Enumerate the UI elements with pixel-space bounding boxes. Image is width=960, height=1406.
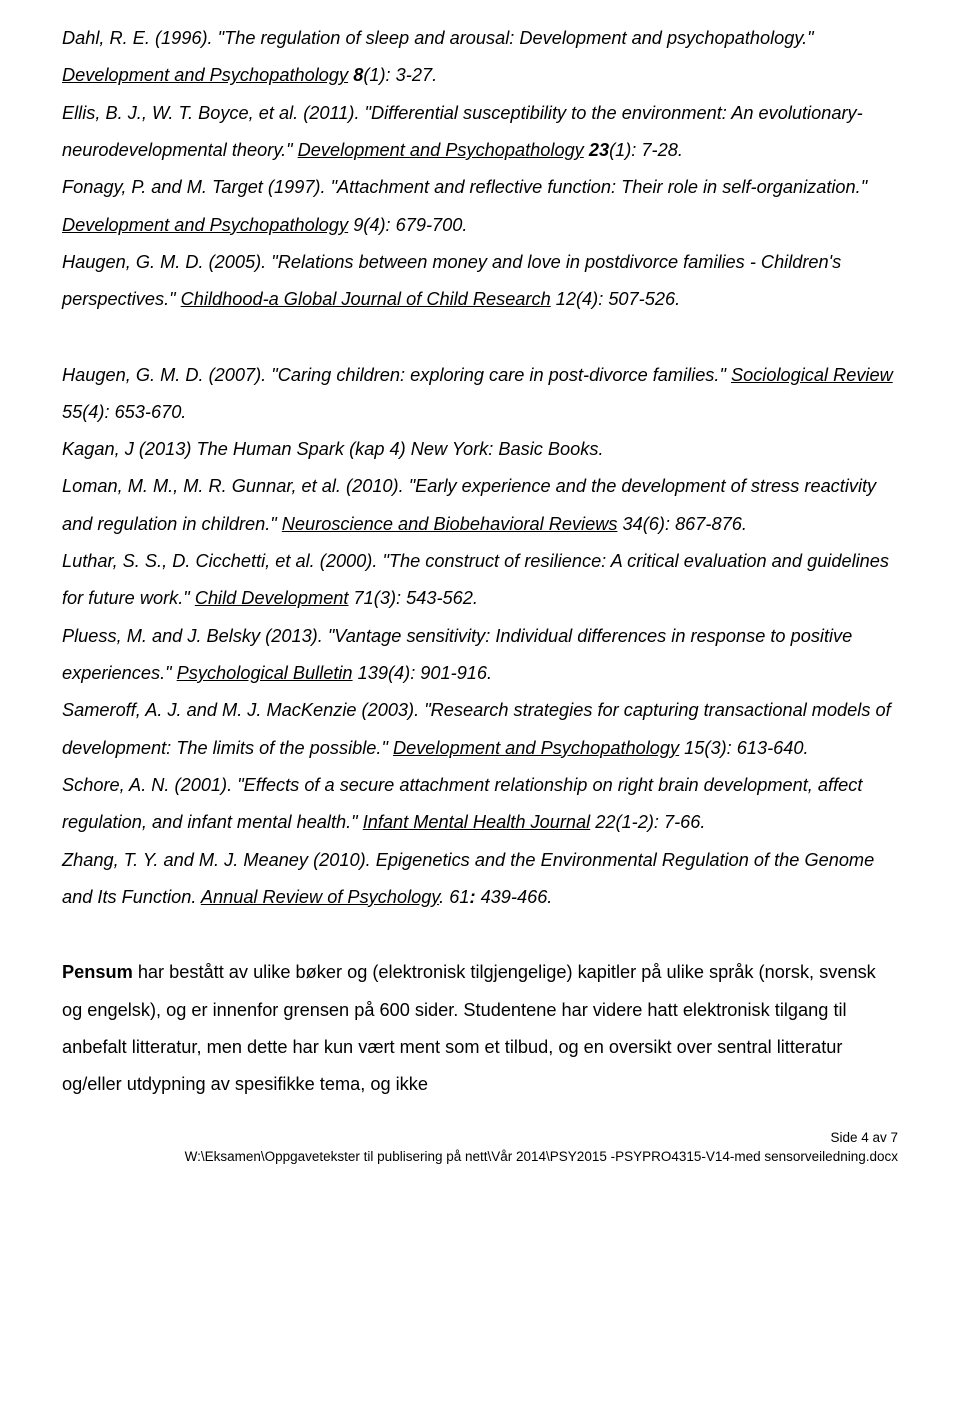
reference-entry: Pluess, M. and J. Belsky (2013). "Vantag… (62, 618, 898, 693)
volume-number: 8 (353, 65, 363, 85)
reference-entry: Haugen, G. M. D. (2005). "Relations betw… (62, 244, 898, 319)
journal-title: Infant Mental Health Journal (363, 812, 590, 832)
journal-title: Development and Psychopathology (62, 215, 348, 235)
reference-entry: Schore, A. N. (2001). "Effects of a secu… (62, 767, 898, 842)
reference-entry: Kagan, J (2013) The Human Spark (kap 4) … (62, 431, 898, 468)
journal-title: Childhood-a Global Journal of Child Rese… (181, 289, 551, 309)
reference-entry: Zhang, T. Y. and M. J. Meaney (2010). Ep… (62, 842, 898, 917)
pensum-paragraph: Pensum har bestått av ulike bøker og (el… (62, 954, 898, 1103)
reference-entry: Luthar, S. S., D. Cicchetti, et al. (200… (62, 543, 898, 618)
reference-entry: Fonagy, P. and M. Target (1997). "Attach… (62, 169, 898, 244)
document-body: Dahl, R. E. (1996). "The regulation of s… (62, 20, 898, 1166)
page-number: Side 4 av 7 (62, 1129, 898, 1147)
reference-entry: Haugen, G. M. D. (2007). "Caring childre… (62, 357, 898, 432)
reference-entry: Loman, M. M., M. R. Gunnar, et al. (2010… (62, 468, 898, 543)
journal-title: Sociological Review (731, 365, 893, 385)
page-footer: Side 4 av 7W:\Eksamen\Oppgavetekster til… (62, 1129, 898, 1165)
separator-bold: : (469, 887, 480, 907)
volume-number: 23 (589, 140, 609, 160)
journal-title: Neuroscience and Biobehavioral Reviews (282, 514, 618, 534)
journal-title: Psychological Bulletin (177, 663, 353, 683)
journal-title: Child Development (195, 588, 349, 608)
journal-title: Annual Review of Psychology (201, 887, 439, 907)
file-path: W:\Eksamen\Oppgavetekster til publiserin… (62, 1148, 898, 1166)
reference-entry: Dahl, R. E. (1996). "The regulation of s… (62, 20, 898, 95)
journal-title: Development and Psychopathology (393, 738, 679, 758)
reference-entry: Sameroff, A. J. and M. J. MacKenzie (200… (62, 692, 898, 767)
journal-title: Development and Psychopathology (298, 140, 584, 160)
journal-title: Development and Psychopathology (62, 65, 348, 85)
pensum-label: Pensum (62, 962, 133, 982)
reference-entry: Ellis, B. J., W. T. Boyce, et al. (2011)… (62, 95, 898, 170)
